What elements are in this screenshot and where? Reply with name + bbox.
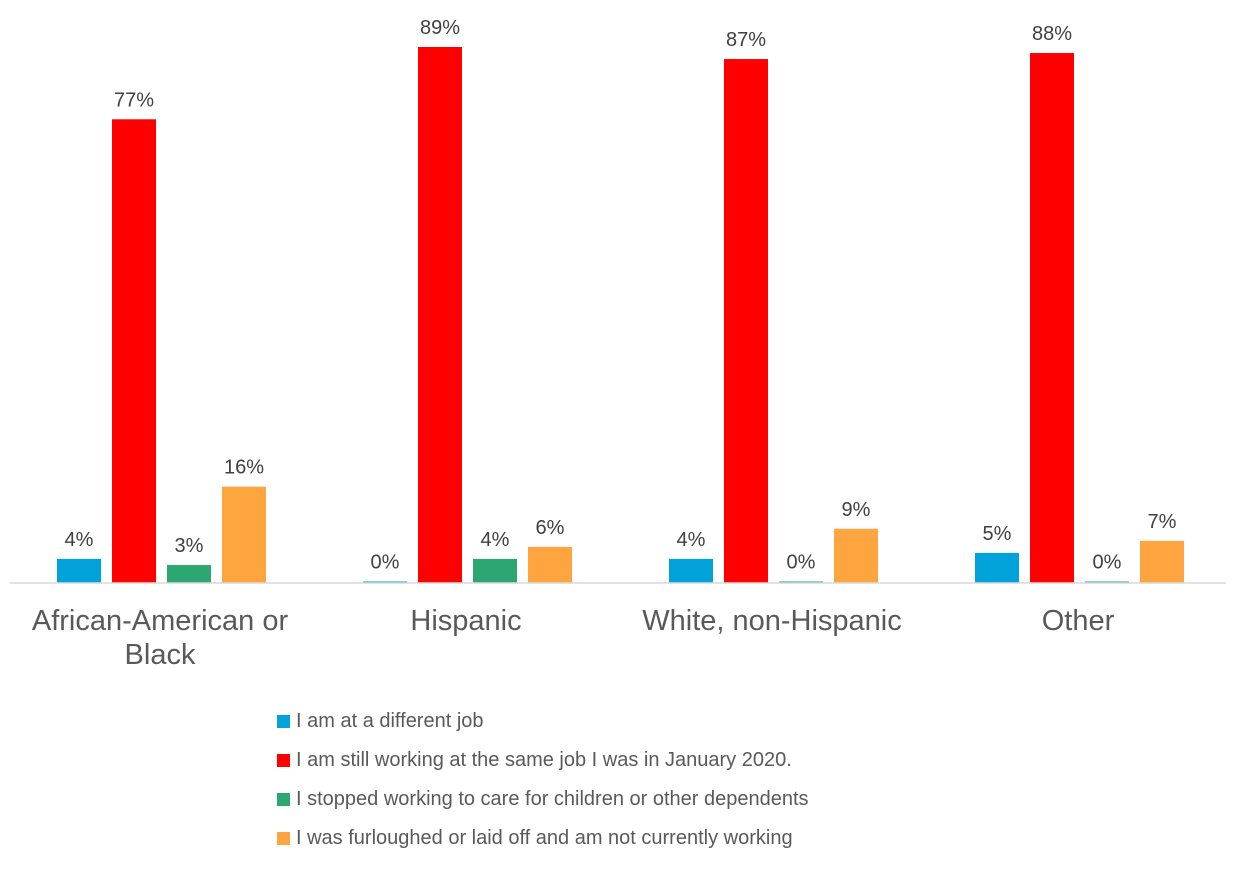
data-label-african-american-or-black-series-2: 77% [114,89,154,111]
bar-white-non-hispanic-series-2 [724,59,768,584]
bar-chart: 4% 77% 3% 16% African-American or Black 0% 89% 4… [10,17,1226,671]
legend-item-series-2: I am still working at the same job I was… [277,741,809,780]
category-label-african-american-or-black: African-American or Black [32,605,289,671]
legend-label-series-3: I stopped working to care for children o… [296,788,809,810]
data-label-white-non-hispanic-series-4: 9% [842,499,871,521]
bar-white-non-hispanic-series-1 [669,558,713,583]
bar-hispanic-series-2 [418,47,462,583]
data-label-white-non-hispanic-series-1: 4% [677,529,706,551]
data-label-hispanic-series-2: 89% [420,17,460,39]
data-label-african-american-or-black-series-4: 16% [224,457,264,479]
legend-item-series-3: I stopped working to care for children o… [277,780,809,819]
bar-other-series-1 [975,552,1019,583]
bar-other-series-4 [1140,540,1184,583]
data-label-white-non-hispanic-series-2: 87% [726,29,766,51]
legend-swatch-series-4 [277,832,290,845]
data-label-other-series-2: 88% [1032,23,1072,45]
legend-swatch-series-3 [277,793,290,806]
legend-label-series-1: I am at a different job [296,710,484,732]
data-label-other-series-4: 7% [1148,511,1177,533]
data-label-white-non-hispanic-series-3: 0% [787,552,816,574]
bar-hispanic-series-4 [528,546,572,583]
bar-african-american-or-black-series-2 [112,119,156,584]
category-label-white-non-hispanic: White, non-Hispanic [642,605,902,637]
legend-label-series-2: I am still working at the same job I was… [296,749,792,771]
legend-label-series-4: I was furloughed or laid off and am not … [296,827,793,849]
data-label-african-american-or-black-series-1: 4% [65,529,94,551]
category-label-other: Other [1042,605,1115,637]
category-label-hispanic: Hispanic [410,605,521,637]
bars-layer [57,47,1184,584]
data-label-hispanic-series-3: 4% [481,529,510,551]
bar-african-american-or-black-series-4 [222,486,266,583]
bar-other-series-2 [1030,53,1074,584]
data-label-other-series-3: 0% [1093,552,1122,574]
labels-layer: 4% 77% 3% 16% African-American or Black 0% 89% 4… [32,17,1177,671]
legend-item-series-1: I am at a different job [277,702,809,741]
data-label-hispanic-series-1: 0% [371,552,400,574]
data-label-hispanic-series-4: 6% [536,517,565,539]
legend-item-series-4: I was furloughed or laid off and am not … [277,819,809,858]
bar-african-american-or-black-series-3 [167,564,211,583]
bar-african-american-or-black-series-1 [57,558,101,583]
data-label-african-american-or-black-series-3: 3% [175,535,204,557]
legend: I am at a different job I am still workin… [277,702,809,858]
bar-hispanic-series-3 [473,558,517,583]
bar-white-non-hispanic-series-4 [834,528,878,583]
legend-swatch-series-1 [277,715,290,728]
data-label-other-series-1: 5% [983,523,1012,545]
legend-swatch-series-2 [277,754,290,767]
